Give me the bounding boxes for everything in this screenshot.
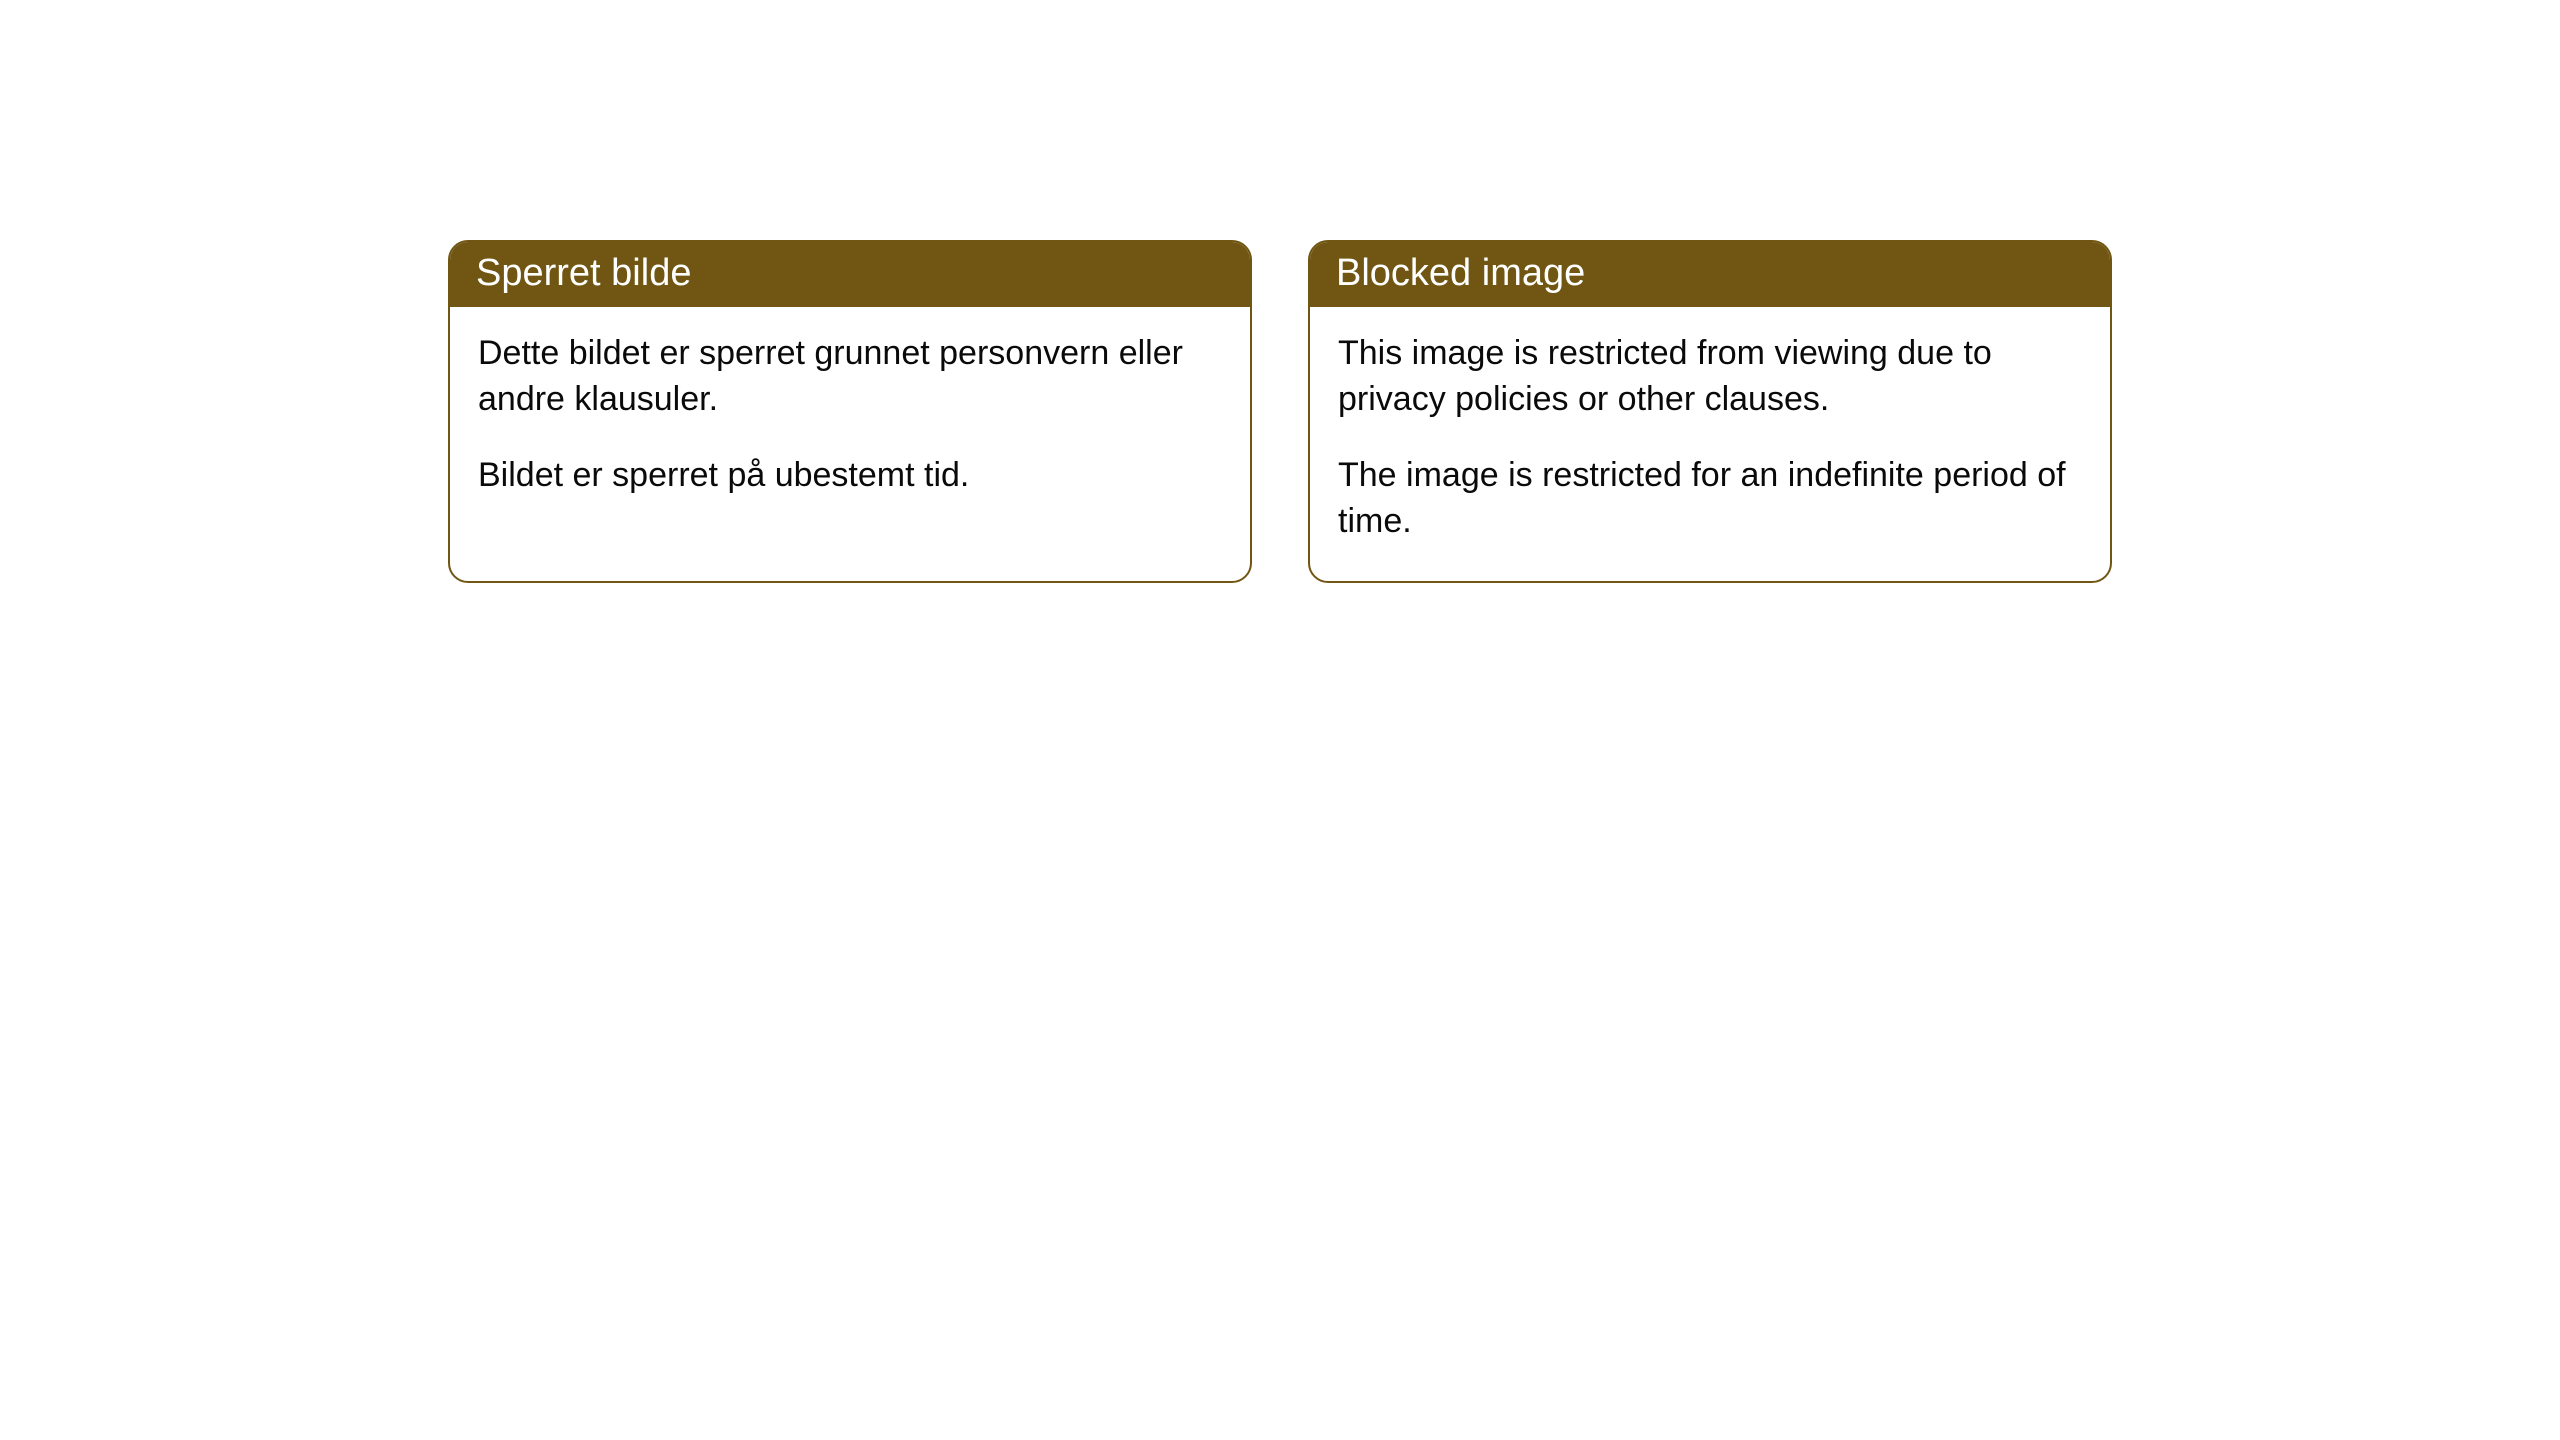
card-body: This image is restricted from viewing du…: [1310, 307, 2110, 581]
card-paragraph-1: Dette bildet er sperret grunnet personve…: [478, 331, 1222, 423]
card-paragraph-2: Bildet er sperret på ubestemt tid.: [478, 453, 1222, 499]
card-body: Dette bildet er sperret grunnet personve…: [450, 307, 1250, 535]
blocked-image-card-norwegian: Sperret bilde Dette bildet er sperret gr…: [448, 240, 1252, 583]
card-paragraph-1: This image is restricted from viewing du…: [1338, 331, 2082, 423]
card-header: Blocked image: [1310, 242, 2110, 307]
card-paragraph-2: The image is restricted for an indefinit…: [1338, 453, 2082, 545]
card-header: Sperret bilde: [450, 242, 1250, 307]
card-container: Sperret bilde Dette bildet er sperret gr…: [0, 0, 2560, 583]
blocked-image-card-english: Blocked image This image is restricted f…: [1308, 240, 2112, 583]
